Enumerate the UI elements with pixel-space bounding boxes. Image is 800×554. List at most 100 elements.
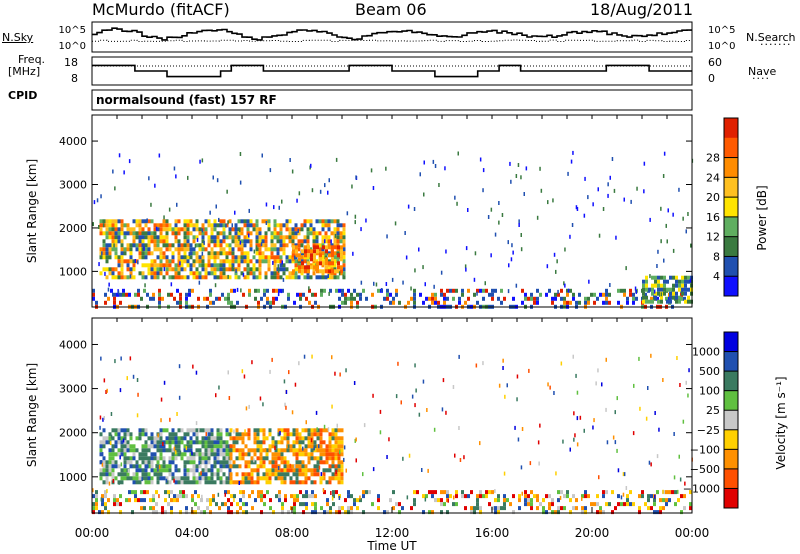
range-gate-cell: [120, 436, 124, 441]
range-gate-cell: [311, 292, 314, 297]
range-gate-cell: [440, 510, 443, 515]
range-gate-cell: [321, 223, 325, 228]
range-gate-cell: [250, 456, 254, 461]
range-gate-cell: [270, 255, 274, 260]
range-gate-cell: [216, 255, 220, 260]
range-gate-cell: [555, 471, 557, 476]
range-gate-cell: [192, 364, 194, 369]
range-gate-cell: [288, 227, 292, 232]
range-gate-cell: [174, 440, 178, 445]
range-gate-cell: [584, 506, 587, 511]
range-gate-cell: [337, 468, 341, 473]
range-gate-cell: [334, 428, 338, 433]
range-gate-cell: [273, 275, 277, 280]
range-gate-cell: [510, 257, 513, 262]
range-gate-cell: [243, 255, 247, 260]
range-gate-cell: [611, 510, 614, 515]
range-gate-cell: [180, 476, 184, 481]
range-gate-cell: [467, 208, 469, 212]
range-gate-cell: [248, 233, 250, 238]
range-gate-cell: [295, 480, 299, 485]
range-gate-cell: [660, 287, 663, 292]
range-gate-cell: [144, 247, 148, 252]
range-gate-cell: [177, 436, 181, 441]
range-gate-cell: [327, 235, 331, 240]
range-gate-cell: [105, 480, 109, 485]
range-gate-cell: [268, 468, 272, 473]
range-gate-cell: [498, 383, 501, 388]
range-gate-cell: [243, 267, 247, 272]
range-gate-cell: [207, 440, 211, 445]
range-gate-cell: [158, 494, 160, 499]
range-gate-cell: [328, 253, 331, 258]
range-gate-cell: [653, 498, 656, 503]
range-gate-cell: [140, 506, 143, 511]
range-gate-cell: [192, 275, 196, 280]
range-gate-cell: [593, 300, 596, 305]
range-gate-cell: [106, 388, 108, 393]
range-gate-cell: [340, 440, 344, 445]
range-gate-cell: [434, 296, 437, 301]
range-gate-cell: [491, 490, 494, 495]
range-gate-cell: [192, 468, 196, 473]
range-gate-cell: [273, 231, 277, 236]
range-gate-cell: [325, 460, 329, 465]
range-gate-cell: [186, 476, 190, 481]
range-gate-cell: [278, 490, 281, 495]
range-gate-cell: [162, 428, 166, 433]
range-gate-cell: [271, 468, 275, 473]
range-gate-cell: [359, 495, 361, 500]
range-gate-cell: [434, 300, 437, 305]
range-gate-cell: [316, 428, 320, 433]
range-gate-cell: [129, 243, 133, 248]
range-gate-cell: [293, 300, 296, 305]
range-gate-cell: [102, 444, 106, 449]
range-gate-cell: [359, 296, 362, 301]
range-gate-cell: [167, 292, 170, 297]
range-gate-cell: [113, 300, 116, 305]
range-gate-cell: [195, 271, 199, 276]
range-gate-cell: [92, 292, 95, 297]
range-gate-cell: [280, 472, 284, 477]
range-gate-cell: [119, 502, 122, 507]
range-gate-cell: [638, 506, 641, 511]
cpid-panel: normalsound (fast) 157 RF: [91, 89, 693, 111]
range-gate-cell: [192, 247, 196, 252]
range-gate-cell: [656, 510, 659, 515]
range-gate-cell: [322, 261, 325, 266]
range-gate-cell: [295, 448, 299, 453]
range-gate-cell: [147, 219, 151, 224]
range-gate-cell: [301, 261, 304, 266]
range-gate-cell: [500, 288, 503, 293]
range-gate-cell: [192, 263, 196, 268]
range-gate-cell: [334, 432, 338, 437]
range-gate-cell: [303, 235, 307, 240]
range-gate-cell: [325, 448, 329, 453]
range-gate-cell: [173, 478, 175, 483]
range-gate-cell: [280, 476, 284, 481]
range-gate-cell: [602, 300, 605, 305]
range-gate-cell: [418, 247, 420, 252]
range-gate-cell: [99, 476, 103, 481]
range-gate-cell: [207, 456, 211, 461]
range-gate-cell: [257, 288, 260, 293]
range-gate-cell: [617, 300, 620, 305]
range-gate-cell: [274, 446, 276, 450]
range-gate-cell: [319, 257, 322, 262]
range-gate-cell: [350, 506, 353, 511]
range-gate-cell: [265, 436, 269, 441]
range-gate-cell: [141, 271, 145, 276]
range-gate-cell: [162, 255, 166, 260]
range-gate-cell: [638, 356, 640, 361]
range-gate-cell: [235, 268, 237, 273]
range-gate-cell: [243, 259, 247, 264]
range-gate-cell: [307, 428, 311, 433]
range-gate-cell: [372, 393, 374, 398]
range-gate-cell: [342, 235, 346, 240]
range-gate-cell: [128, 490, 131, 495]
range-gate-cell: [239, 498, 242, 503]
range-gate-cell: [100, 194, 102, 199]
range-gate-cell: [446, 490, 449, 495]
range-gate-cell: [159, 444, 163, 449]
range-gate-cell: [246, 219, 250, 224]
